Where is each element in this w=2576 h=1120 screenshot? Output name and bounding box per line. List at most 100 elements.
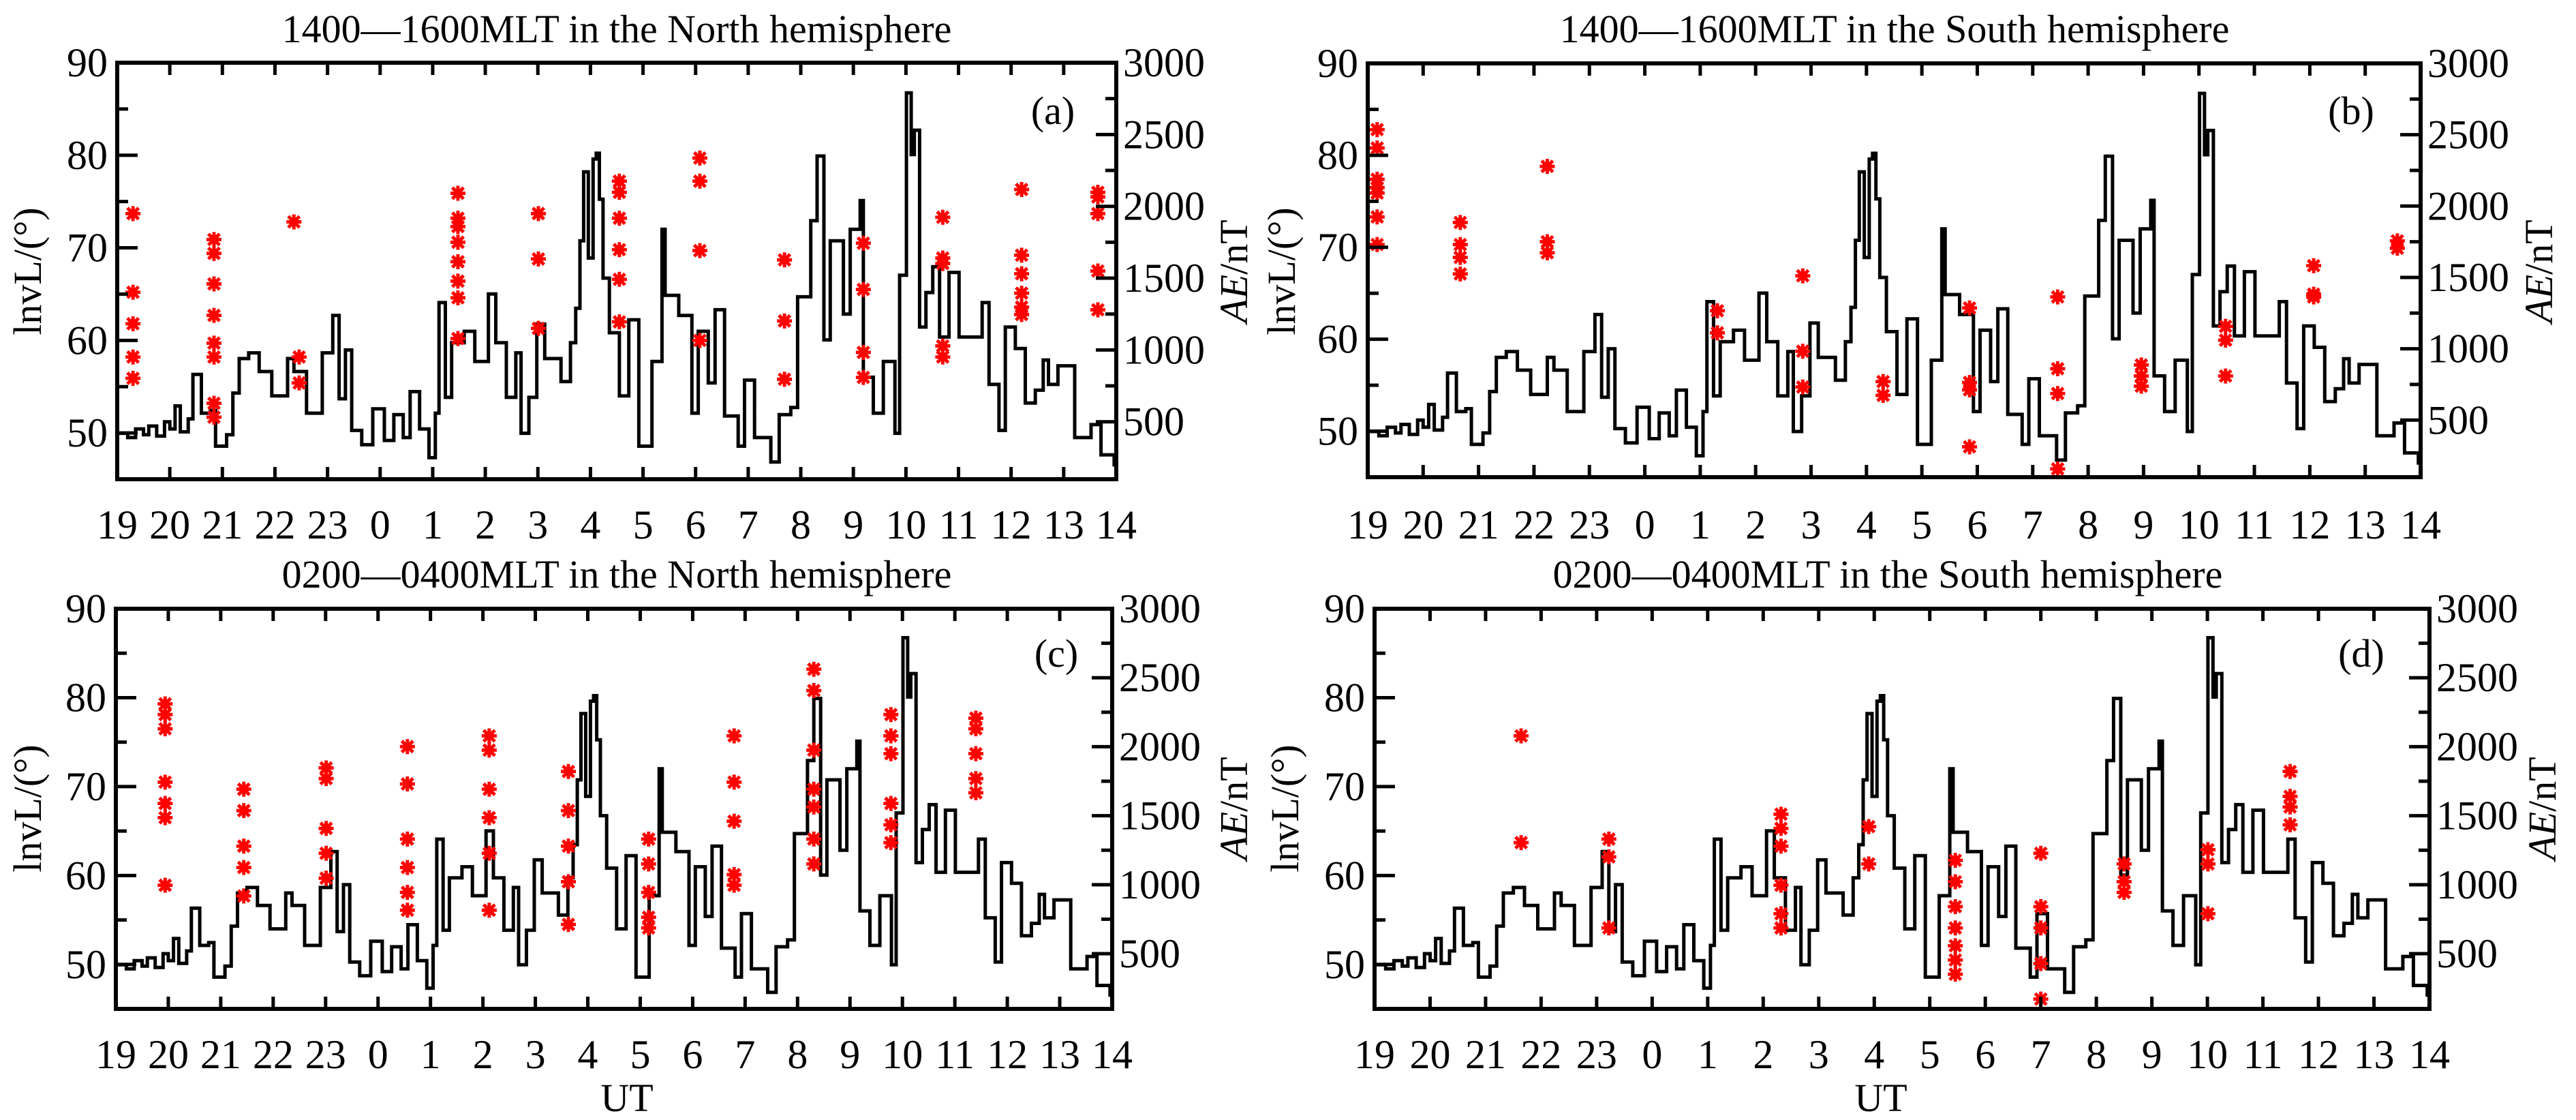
right-y-tick-label: 1000 bbox=[1123, 327, 1205, 372]
asterisk-marker bbox=[1539, 159, 1555, 175]
plot-frame bbox=[114, 607, 1114, 1011]
asterisk-marker bbox=[611, 314, 627, 330]
right-y-tick-label: 3000 bbox=[2436, 586, 2518, 631]
right-y-tick-label: 500 bbox=[1123, 399, 1184, 444]
x-tick-label: 1 bbox=[1690, 502, 1711, 547]
asterisk-marker bbox=[157, 721, 173, 737]
x-tick-label: 8 bbox=[791, 502, 811, 547]
x-tick-label: 20 bbox=[148, 1032, 189, 1077]
asterisk-marker bbox=[611, 185, 627, 200]
x-tick-label: 4 bbox=[1856, 502, 1877, 547]
asterisk-marker bbox=[561, 838, 577, 854]
left-y-tick-label: 80 bbox=[65, 675, 106, 720]
panel-b-label: (b) bbox=[2328, 89, 2374, 133]
x-tick-label: 11 bbox=[2235, 502, 2274, 547]
ae-italic: AE bbox=[2517, 275, 2561, 326]
x-tick-label: 12 bbox=[2298, 1032, 2339, 1077]
asterisk-marker bbox=[1369, 140, 1385, 156]
asterisk-marker bbox=[236, 803, 251, 819]
asterisk-marker bbox=[641, 885, 656, 900]
right-y-tick-label: 3000 bbox=[2427, 41, 2509, 86]
asterisk-marker bbox=[855, 282, 871, 297]
asterisk-marker bbox=[2116, 874, 2132, 890]
asterisk-marker bbox=[1514, 728, 1529, 744]
left-y-tick-label: 80 bbox=[1324, 675, 1365, 720]
asterisk-marker bbox=[318, 845, 334, 861]
asterisk-marker bbox=[1773, 806, 1789, 822]
x-tick-label: 8 bbox=[2086, 1032, 2106, 1077]
x-tick-label: 21 bbox=[202, 502, 243, 547]
asterisk-marker bbox=[2306, 289, 2322, 305]
asterisk-marker bbox=[450, 219, 465, 234]
asterisk-marker bbox=[777, 313, 793, 329]
asterisk-marker bbox=[206, 349, 221, 365]
x-tick-label: 19 bbox=[1354, 1032, 1395, 1077]
asterisk-marker bbox=[1090, 189, 1105, 205]
x-tick-label: 6 bbox=[1975, 1032, 1995, 1077]
asterisk-marker bbox=[2282, 789, 2298, 804]
asterisk-marker bbox=[1948, 898, 1963, 914]
x-tick-label: 3 bbox=[1801, 502, 1822, 547]
right-y-tick-label: 3000 bbox=[1123, 40, 1205, 85]
asterisk-marker bbox=[450, 254, 465, 269]
panel-a-right-ylabel: AE/nT bbox=[1212, 220, 1256, 325]
asterisk-marker bbox=[1014, 286, 1030, 301]
asterisk-marker bbox=[125, 284, 141, 300]
x-tick-label: 19 bbox=[95, 1032, 136, 1077]
x-tick-label: 3 bbox=[1809, 1032, 1829, 1077]
asterisk-marker bbox=[561, 803, 577, 819]
x-tick-label: 4 bbox=[578, 1032, 598, 1077]
x-tick-label: 12 bbox=[987, 1032, 1028, 1077]
asterisk-marker bbox=[1369, 237, 1385, 252]
asterisk-marker bbox=[291, 375, 307, 391]
asterisk-marker bbox=[883, 707, 899, 723]
x-tick-label: 10 bbox=[2187, 1032, 2228, 1077]
asterisk-marker bbox=[2134, 357, 2149, 373]
plot-frame bbox=[1373, 607, 2432, 1011]
x-tick-label: 2 bbox=[1753, 1032, 1773, 1077]
asterisk-marker bbox=[206, 410, 221, 425]
asterisk-marker bbox=[2389, 241, 2405, 256]
asterisk-marker bbox=[1773, 877, 1789, 893]
left-y-tick-label: 50 bbox=[67, 410, 108, 455]
asterisk-marker bbox=[935, 209, 951, 225]
ae-unit: /nT bbox=[1212, 220, 1256, 275]
asterisk-marker bbox=[1014, 266, 1030, 282]
x-tick-label: 14 bbox=[1092, 1032, 1133, 1077]
asterisk-marker bbox=[806, 742, 822, 758]
right-y-tick-label: 1000 bbox=[2436, 862, 2518, 907]
asterisk-marker bbox=[1452, 237, 1468, 252]
left-y-tick-label: 60 bbox=[1317, 317, 1358, 362]
asterisk-marker bbox=[399, 739, 415, 755]
panel-c: 0200—0400MLT in the North hemisphere (c)… bbox=[5, 552, 1256, 1120]
asterisk-marker bbox=[450, 234, 465, 250]
ae-unit: /nT bbox=[2517, 220, 2561, 275]
asterisk-marker bbox=[1601, 849, 1616, 864]
x-tick-label: 19 bbox=[1347, 502, 1388, 547]
asterisk-marker bbox=[883, 728, 899, 744]
asterisk-marker bbox=[2282, 817, 2298, 832]
asterisk-marker bbox=[531, 251, 547, 267]
panel-b-title: 1400—1600MLT in the South hemisphere bbox=[1560, 7, 2230, 51]
asterisk-marker bbox=[1795, 344, 1811, 359]
asterisk-marker bbox=[481, 742, 497, 758]
asterisk-marker bbox=[481, 728, 497, 744]
asterisk-marker bbox=[561, 917, 577, 933]
right-y-tick-label: 500 bbox=[2427, 397, 2489, 442]
asterisk-marker bbox=[206, 276, 221, 292]
asterisk-marker bbox=[1014, 247, 1030, 263]
right-y-tick-label: 500 bbox=[1119, 931, 1180, 976]
asterisk-marker bbox=[692, 333, 707, 348]
x-tick-label: 22 bbox=[1514, 502, 1554, 547]
asterisk-marker bbox=[2050, 386, 2066, 402]
asterisk-marker bbox=[611, 211, 627, 226]
asterisk-marker bbox=[125, 316, 141, 331]
asterisk-marker bbox=[1452, 266, 1468, 282]
left-y-tick-label: 50 bbox=[1324, 942, 1365, 987]
asterisk-marker bbox=[641, 909, 656, 925]
asterisk-marker bbox=[236, 838, 251, 854]
x-tick-label: 8 bbox=[2078, 502, 2098, 547]
x-tick-label: 23 bbox=[305, 1032, 346, 1077]
asterisk-marker bbox=[935, 349, 951, 365]
asterisk-marker bbox=[1948, 874, 1963, 890]
